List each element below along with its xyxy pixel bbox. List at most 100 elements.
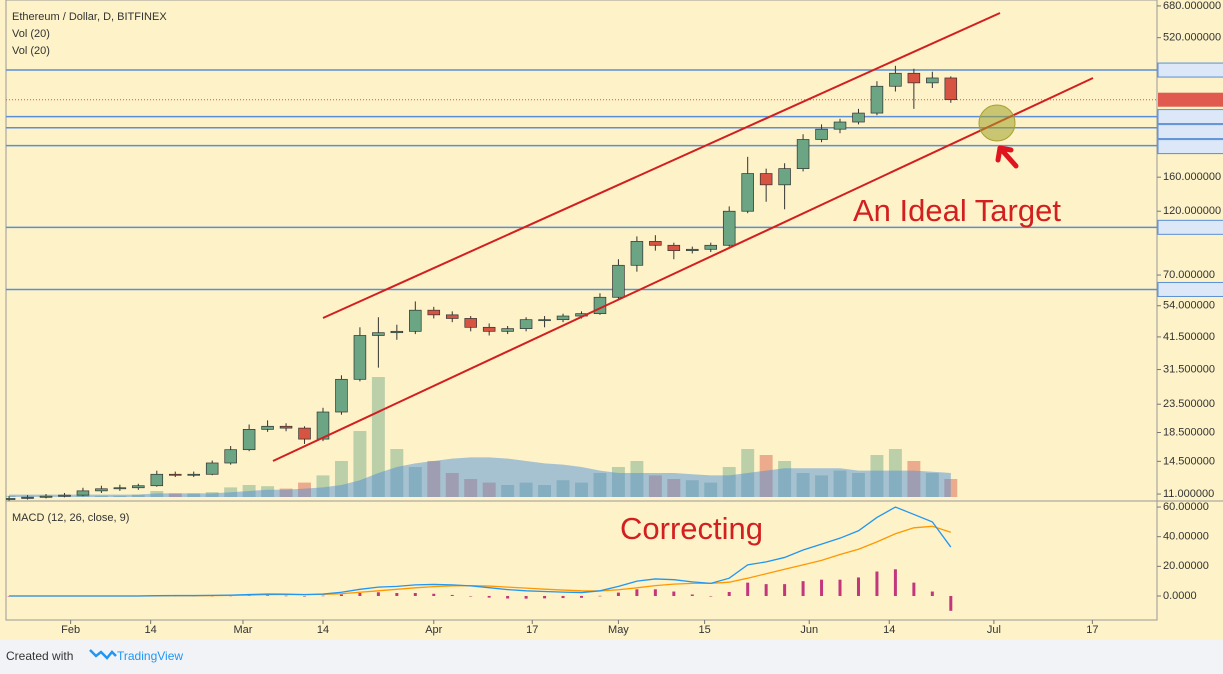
candle-body: [261, 425, 274, 430]
y-tick-label: 520.000000: [1163, 32, 1221, 44]
y-tick-label: 20.00000: [1163, 560, 1209, 572]
candle-body: [132, 485, 145, 489]
candle-body: [113, 487, 127, 490]
x-tick-label: 14: [883, 624, 895, 636]
volume-bar: [371, 377, 385, 497]
macd-histogram-bar: [690, 594, 694, 596]
volume-ma-area: [9, 457, 951, 497]
x-tick-label: Jul: [987, 624, 1001, 636]
footer-brand[interactable]: TradingView: [117, 649, 183, 663]
x-tick-label: 17: [526, 624, 538, 636]
candle-body: [169, 473, 182, 476]
macd-histogram-bar: [543, 595, 547, 599]
footer-text: Created with: [6, 649, 73, 663]
macd-histogram-bar: [284, 595, 288, 597]
target-arrow: [995, 145, 1019, 169]
candle-body: [242, 429, 256, 451]
macd-pane: [7, 506, 953, 611]
macd-histogram-bar: [432, 593, 436, 596]
candle-body: [778, 168, 791, 186]
candle-body: [445, 314, 459, 319]
macd-histogram-bar: [376, 592, 380, 596]
level-label-box: [1157, 139, 1223, 155]
macd-histogram-bar: [450, 594, 454, 596]
candle-body: [298, 427, 311, 440]
candle-body: [556, 315, 570, 321]
macd-histogram-bar: [838, 579, 842, 596]
level-label-box: [1157, 281, 1223, 297]
macd-histogram-bar: [635, 589, 639, 596]
candle-body: [21, 496, 34, 499]
macd-histogram-bar: [506, 595, 510, 599]
candle-body: [538, 319, 551, 322]
level-label-box: [1157, 219, 1223, 235]
candle-body: [870, 85, 884, 114]
price-pane: [6, 65, 1157, 501]
candle-body: [409, 309, 422, 332]
x-tick-label: Apr: [425, 624, 442, 636]
candle-body: [482, 326, 496, 332]
level-label-box: [1157, 62, 1223, 78]
indicator-label: Vol (20): [12, 45, 50, 57]
macd-histogram-bar: [875, 571, 879, 596]
candle-body: [335, 378, 348, 413]
candle-body: [667, 244, 681, 252]
y-tick-label: 18.500000: [1163, 426, 1215, 438]
candle-body: [630, 241, 644, 266]
x-tick-label: Feb: [61, 624, 80, 636]
channel-upper: [322, 12, 1001, 319]
y-tick-label: 14.500000: [1163, 455, 1215, 467]
candle-body: [704, 244, 718, 250]
macd-histogram-bar: [949, 595, 953, 611]
candle-body: [686, 248, 699, 252]
candle-body: [464, 318, 477, 328]
annotation: Correcting: [620, 511, 763, 546]
brand-logo: [89, 649, 117, 660]
x-tick-label: Mar: [233, 624, 252, 636]
macd-histogram-bar: [303, 595, 307, 597]
candle-body: [612, 264, 625, 298]
macd-histogram-bar: [358, 593, 362, 596]
candle-body: [390, 330, 404, 334]
y-tick-label: 60.00000: [1163, 501, 1209, 513]
annotation: An Ideal Target: [853, 193, 1061, 228]
macd-histogram-bar: [801, 581, 805, 596]
x-tick-label: Jun: [800, 624, 818, 636]
candle-body: [353, 335, 367, 380]
candle-body: [316, 411, 330, 440]
y-tick-label: 120.000000: [1163, 205, 1221, 217]
x-tick-label: May: [608, 624, 629, 636]
y-tick-label: 23.500000: [1163, 398, 1215, 410]
level-label-box: [1157, 124, 1223, 140]
macd-line: [9, 506, 952, 597]
y-tick-label: 160.000000: [1163, 171, 1221, 183]
macd-histogram-bar: [783, 584, 787, 596]
candle-body: [187, 473, 200, 476]
macd-histogram-bar: [321, 595, 325, 597]
macd-title: MACD (12, 26, close, 9): [12, 512, 129, 524]
chart-background: [0, 0, 1223, 640]
channel-lower: [272, 77, 1094, 462]
macd-histogram-bar: [820, 579, 824, 596]
y-tick-label: 70.000000: [1163, 269, 1215, 281]
macd-histogram-bar: [413, 593, 417, 596]
macd-histogram-bar: [746, 582, 750, 596]
candle-body: [944, 77, 958, 101]
y-tick-label: 54.000000: [1163, 300, 1215, 312]
y-tick-label: 11.000000: [1163, 488, 1214, 500]
y-tick-label: 40.00000: [1163, 531, 1209, 543]
candle-body: [95, 488, 108, 492]
candle-body: [649, 241, 662, 246]
macd-histogram-bar: [469, 595, 473, 597]
macd-histogram-bar: [524, 595, 528, 599]
macd-histogram-bar: [856, 577, 860, 596]
x-tick-label: 14: [145, 624, 157, 636]
x-tick-label: 15: [698, 624, 710, 636]
macd-histogram-bar: [930, 591, 934, 596]
candle-body: [722, 210, 736, 246]
macd-histogram-bar: [893, 569, 897, 596]
macd-histogram-bar: [487, 595, 491, 598]
candle-body: [907, 72, 921, 84]
macd-histogram-bar: [912, 582, 916, 596]
